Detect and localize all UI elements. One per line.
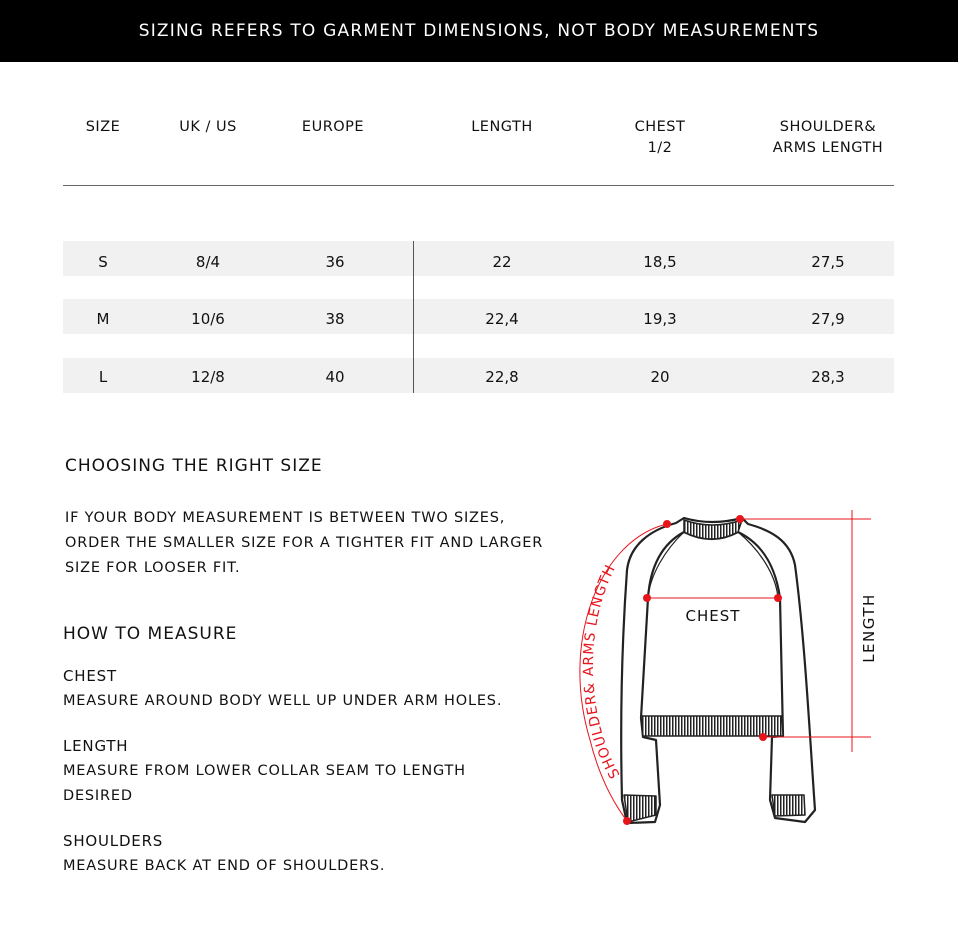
shoulders-text: MEASURE BACK AT END OF SHOULDERS. — [63, 858, 386, 874]
length-diagram-label: LENGTH — [860, 593, 878, 663]
header-europe: EUROPE — [301, 119, 365, 135]
header-rule — [63, 185, 894, 186]
length-label: LENGTH — [63, 737, 129, 755]
table-row — [63, 358, 894, 393]
table-cell: 18,5 — [643, 253, 677, 271]
header-length: LENGTH — [471, 119, 533, 135]
svg-text:SHOULDER& ARMS LENGTH: SHOULDER& ARMS LENGTH — [581, 562, 623, 781]
table-cell: 40 — [325, 368, 345, 386]
table-cell: 27,9 — [811, 310, 845, 328]
measure-title: HOW TO MEASURE — [63, 624, 238, 644]
table-cell: 10/6 — [191, 310, 225, 328]
header-shoulder: SHOULDER& ARMS LENGTH — [772, 119, 884, 156]
choosing-text: IF YOUR BODY MEASUREMENT IS BETWEEN TWO … — [65, 510, 544, 576]
table-row — [63, 299, 894, 334]
measure-points — [623, 515, 782, 825]
choosing-title: CHOOSING THE RIGHT SIZE — [65, 456, 323, 476]
table-cell: 19,3 — [643, 310, 677, 328]
shoulder-diagram-label: SHOULDER& ARMS LENGTH — [581, 562, 622, 781]
shoulder-arc — [579, 523, 668, 822]
table-cell: 38 — [325, 310, 345, 328]
table-cell: 8/4 — [195, 253, 221, 271]
header-size: SIZE — [85, 119, 121, 135]
banner: SIZING REFERS TO GARMENT DIMENSIONS, NOT… — [0, 0, 958, 62]
chest-diagram-label: CHEST — [686, 607, 741, 625]
table-cell: L — [98, 368, 108, 386]
table-cell: 20 — [650, 368, 670, 386]
table-cell: 27,5 — [811, 253, 845, 271]
table-cell: 22,8 — [485, 368, 519, 386]
chest-text: MEASURE AROUND BODY WELL UP UNDER ARM HO… — [63, 693, 503, 709]
header-uk-us: UK / US — [179, 119, 237, 135]
length-text: MEASURE FROM LOWER COLLAR SEAM TO LENGTH… — [63, 763, 466, 804]
table-cell: 22 — [492, 253, 512, 271]
shoulders-label: SHOULDERS — [63, 832, 164, 850]
chest-label: CHEST — [63, 667, 117, 685]
table-cell: S — [98, 253, 108, 271]
table-cell: 22,4 — [485, 310, 519, 328]
table-row — [63, 241, 894, 276]
column-divider — [413, 241, 414, 393]
table-cell: 36 — [325, 253, 345, 271]
header-chest: CHEST 1/2 — [634, 119, 686, 156]
table-cell: M — [96, 310, 110, 328]
table-cell: 28,3 — [811, 368, 845, 386]
table-cell: 12/8 — [191, 368, 225, 386]
sweater-icon — [620, 516, 817, 825]
